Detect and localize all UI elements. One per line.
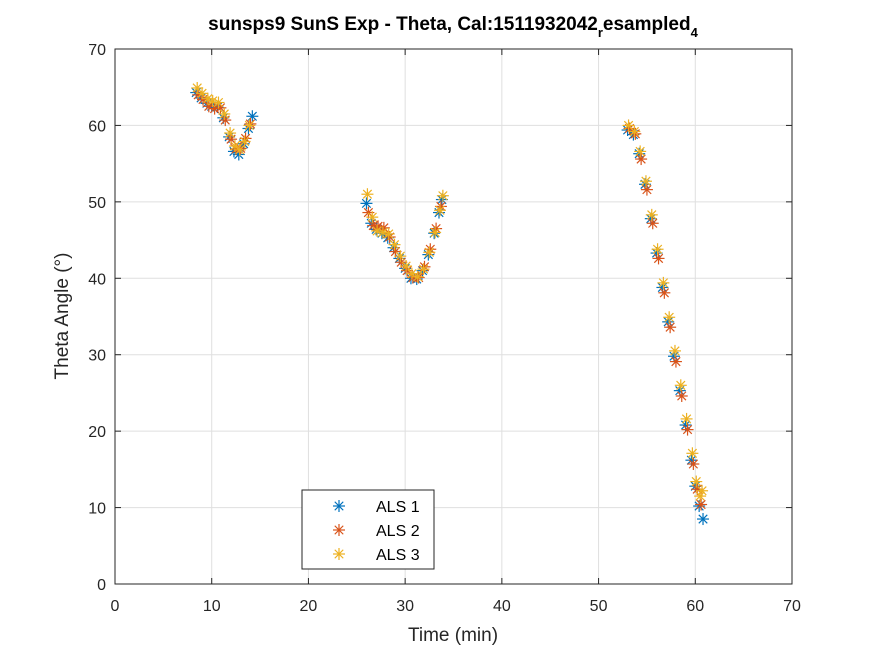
data-point xyxy=(366,211,379,224)
data-point xyxy=(657,276,670,289)
x-axis-label: Time (min) xyxy=(408,625,498,646)
data-point xyxy=(634,145,647,158)
legend-label: ALS 3 xyxy=(376,547,420,564)
data-point xyxy=(246,110,259,123)
y-tick-label: 20 xyxy=(88,424,106,441)
data-point xyxy=(423,246,436,259)
y-tick-label: 60 xyxy=(88,118,106,135)
axes-box xyxy=(114,48,793,585)
x-tick-label: 60 xyxy=(686,598,704,615)
data-point xyxy=(382,227,395,240)
data-point xyxy=(243,119,256,132)
x-tick-label: 20 xyxy=(300,598,318,615)
plot-area xyxy=(115,49,792,584)
x-tick-label: 30 xyxy=(396,598,414,615)
x-tick-label: 70 xyxy=(783,598,801,615)
x-tick-label: 40 xyxy=(493,598,511,615)
data-point xyxy=(411,270,424,283)
data-point xyxy=(681,423,694,436)
data-point xyxy=(361,188,374,201)
data-point xyxy=(218,107,231,120)
x-tick-label: 50 xyxy=(590,598,608,615)
data-point xyxy=(376,226,389,239)
data-point xyxy=(219,114,232,127)
data-point xyxy=(629,127,642,140)
chart-title: sunsps9 SunS Exp - Theta, Cal:1511932042… xyxy=(208,14,698,40)
legend-label: ALS 1 xyxy=(376,499,420,516)
data-point xyxy=(663,311,676,324)
y-tick-label: 50 xyxy=(88,195,106,212)
data-point xyxy=(675,389,688,402)
data-point xyxy=(360,197,373,210)
data-point xyxy=(645,208,658,221)
data-point xyxy=(201,92,214,105)
axis-ticks: 0 10 20 30 40 50 60 70 0 10 20 30 40 50 60 70 xyxy=(88,42,801,615)
data-point xyxy=(687,458,700,471)
data-point xyxy=(394,250,407,263)
legend-label: ALS 2 xyxy=(376,523,420,540)
data-point xyxy=(668,344,681,357)
y-tick-label: 0 xyxy=(97,577,106,594)
data-point xyxy=(238,135,251,148)
data-point xyxy=(214,101,227,114)
data-point xyxy=(674,379,687,392)
data-point xyxy=(669,355,682,368)
y-tick-label: 10 xyxy=(88,501,106,518)
data-point xyxy=(233,143,246,156)
data-point xyxy=(417,263,430,276)
data-point xyxy=(418,260,431,273)
data-point xyxy=(224,127,237,140)
data-point xyxy=(697,513,710,526)
y-axis-label: Theta Angle (°) xyxy=(52,253,73,380)
data-markers xyxy=(190,81,710,526)
data-point xyxy=(429,226,442,239)
data-point xyxy=(664,321,677,334)
x-tick-label: 0 xyxy=(111,598,120,615)
legend: ALS 1 ALS 2 ALS 3 xyxy=(301,489,435,570)
data-point xyxy=(436,189,449,202)
data-point xyxy=(646,217,659,230)
y-tick-label: 40 xyxy=(88,271,106,288)
data-point xyxy=(228,140,241,153)
y-tick-label: 30 xyxy=(88,348,106,365)
data-point xyxy=(651,243,664,256)
legend-marker xyxy=(333,548,345,560)
data-point xyxy=(371,224,384,237)
data-point xyxy=(686,447,699,460)
data-point xyxy=(639,175,652,188)
y-tick-label: 70 xyxy=(88,42,106,59)
data-point xyxy=(388,238,401,251)
data-point xyxy=(400,260,413,273)
legend-marker xyxy=(333,500,345,512)
data-point xyxy=(635,153,648,166)
data-point xyxy=(695,498,708,511)
x-tick-label: 10 xyxy=(203,598,221,615)
legend-marker xyxy=(333,524,345,536)
series-3 xyxy=(191,81,709,503)
data-point xyxy=(433,204,446,217)
data-point xyxy=(212,96,225,109)
data-point xyxy=(640,183,653,196)
data-point xyxy=(628,125,641,138)
data-point xyxy=(696,484,709,497)
legend-box xyxy=(301,489,435,570)
data-point xyxy=(658,286,671,299)
data-point xyxy=(690,475,703,488)
data-point xyxy=(680,412,693,425)
data-point xyxy=(652,252,665,265)
